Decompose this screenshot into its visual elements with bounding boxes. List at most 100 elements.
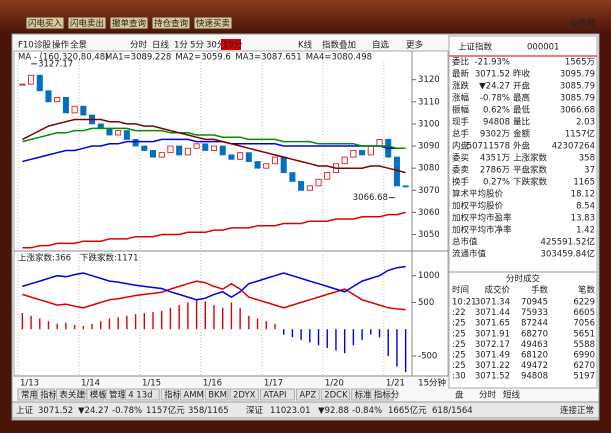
bottom-tab-label: 管理 <box>109 390 127 401</box>
candle <box>36 74 43 92</box>
candle <box>71 105 78 114</box>
bottom-tab[interactable] <box>295 388 320 401</box>
toolbar-item[interactable]: 日线 <box>152 40 170 51</box>
bottom-tab-label: 表关建论 <box>59 390 94 401</box>
bottom-tab[interactable] <box>124 388 160 401</box>
breadth-bar <box>222 307 224 330</box>
status-item: 连接正常 <box>560 405 594 416</box>
quote-label: 加权平均股价 <box>452 201 504 212</box>
toolbar-item[interactable]: K线 <box>298 40 313 51</box>
bottom-tab[interactable] <box>105 388 124 401</box>
bottom-tab-label: 指标 <box>40 390 58 401</box>
candle <box>402 185 409 188</box>
quote-label: 总市值 <box>452 237 478 248</box>
quote-panel <box>448 35 598 389</box>
toolbar-item[interactable]: 全景 <box>70 40 87 51</box>
breadth-bar <box>134 314 137 330</box>
bottom-tab[interactable] <box>259 388 295 401</box>
quote-label: 外盘 <box>513 141 531 152</box>
candle <box>176 145 183 156</box>
breadth-bar <box>300 329 302 340</box>
y-tick-label: 3100 <box>418 119 440 129</box>
status-item: 358/1165 <box>188 406 229 416</box>
bottom-tab[interactable] <box>36 388 55 401</box>
top-button[interactable] <box>109 16 149 30</box>
y-tick-label: 1000 <box>418 271 440 281</box>
toolbar-item[interactable]: 15分 <box>223 41 243 51</box>
right-tab[interactable]: 分时 <box>479 390 497 401</box>
right-tab[interactable]: 盘 <box>455 390 464 401</box>
candle <box>184 147 191 156</box>
breadth-bar <box>396 329 398 367</box>
quote-value: 2786万 <box>480 166 510 176</box>
breadth-bar <box>291 329 294 338</box>
bottom-tab[interactable] <box>179 388 204 401</box>
toolbar-item[interactable]: F10 <box>18 41 34 51</box>
series-line <box>22 280 406 311</box>
right-tab[interactable]: 短线 <box>503 390 521 401</box>
toolbar-item[interactable]: 诊股 <box>34 40 52 51</box>
bottom-tab[interactable] <box>229 388 259 401</box>
bottom-tab[interactable] <box>351 388 370 401</box>
status-item: 1665亿元 <box>388 405 427 416</box>
candle <box>298 181 305 191</box>
quote-value: 2.03 <box>576 118 595 128</box>
quote-value: 1157亿 <box>565 129 595 140</box>
breadth-bar <box>126 315 128 330</box>
candle <box>289 172 296 182</box>
trade-cell: 3071.91 <box>475 329 510 339</box>
bottom-tab[interactable] <box>204 388 229 401</box>
quote-label: 现手 <box>452 117 470 128</box>
candle <box>141 145 148 151</box>
candle <box>132 139 139 147</box>
bottom-tab[interactable] <box>17 388 36 401</box>
top-button-label: 闪电卖出 <box>70 18 104 29</box>
toolbar-item[interactable]: 5分 <box>190 41 204 51</box>
trades-header: 时间 <box>452 285 469 296</box>
top-button[interactable] <box>193 16 233 30</box>
bottom-tab[interactable] <box>370 388 395 401</box>
quote-value: 4351万 <box>480 154 510 164</box>
bottom-tab[interactable] <box>320 388 351 401</box>
breadth-bar <box>256 318 259 330</box>
top-button[interactable] <box>151 16 191 30</box>
toolbar-item[interactable]: 自选 <box>372 40 390 51</box>
candle <box>376 139 383 147</box>
toolbar-item[interactable]: 指数叠加 <box>322 40 356 51</box>
toolbar-item[interactable]: 更多 <box>406 40 424 51</box>
bottom-tab[interactable] <box>55 388 86 401</box>
trades-header: 手数 <box>531 285 549 296</box>
toolbar-item[interactable]: 1分 <box>174 41 188 51</box>
x-tick-label: 1/14 <box>81 379 100 389</box>
quote-value: ▼24.27 <box>479 82 510 92</box>
breadth-bar <box>352 329 355 346</box>
breadth-bar <box>100 321 102 330</box>
bottom-tab[interactable] <box>86 388 105 401</box>
breadth-bar <box>282 329 285 335</box>
top-button[interactable] <box>67 16 107 30</box>
toolbar-item[interactable]: 分时 <box>130 40 148 51</box>
trade-cell: 10:21 <box>452 298 477 308</box>
candle <box>219 145 226 156</box>
status-item: ▼92.88 <box>318 406 349 416</box>
top-button[interactable] <box>25 16 65 30</box>
y-tick-label: 3070 <box>418 186 440 196</box>
candle <box>237 152 244 160</box>
quote-value: 1165 <box>573 178 595 188</box>
bottom-tab[interactable] <box>160 388 179 401</box>
toolbar-item[interactable]: 30分 <box>206 41 226 51</box>
candle <box>367 145 374 156</box>
trade-cell: 5197 <box>573 372 595 382</box>
toolbar-item[interactable]: 操作 <box>52 40 70 51</box>
top-button-label: 持仓查询 <box>154 18 188 29</box>
breadth-bar <box>370 329 372 335</box>
trade-cell: 3071.34 <box>475 298 510 308</box>
top-right-label[interactable]: 设收藏 <box>569 18 595 29</box>
trades-header: 笔数 <box>578 285 596 296</box>
y-tick-label: 3110 <box>418 97 440 107</box>
y-tick-label: 3080 <box>418 164 440 174</box>
trade-cell: :25 <box>452 319 466 329</box>
breadth-bar <box>343 329 346 354</box>
quote-code: 000001 <box>527 43 559 53</box>
